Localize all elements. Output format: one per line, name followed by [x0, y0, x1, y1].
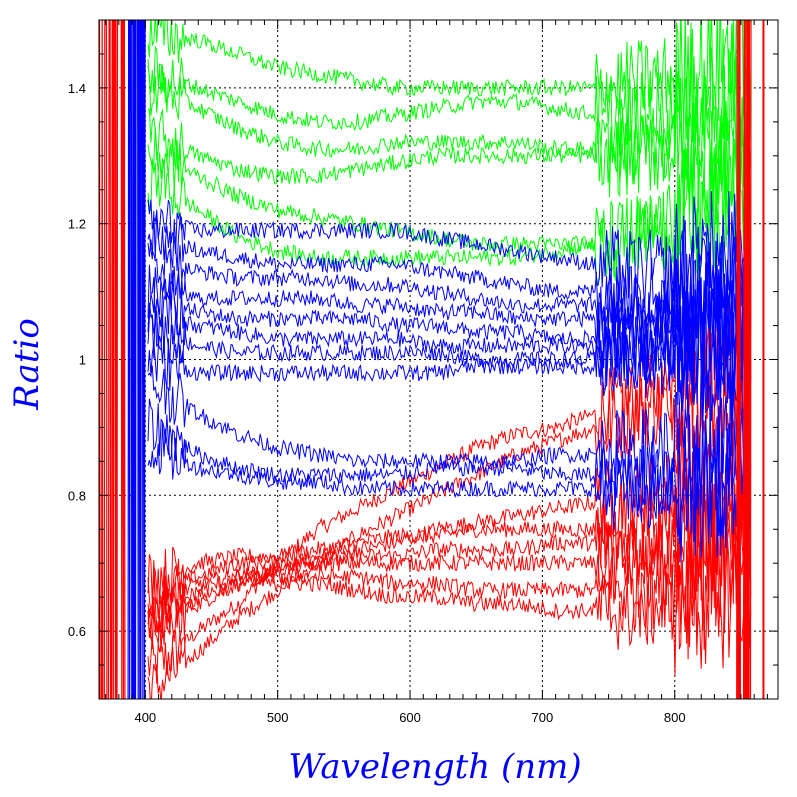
series-line-11	[147, 252, 752, 412]
x-tick-label: 800	[664, 710, 686, 725]
series-line-17	[147, 289, 752, 684]
series-line-13	[147, 277, 752, 422]
series-line-1	[147, 20, 752, 179]
series-line-6	[147, 186, 752, 340]
x-axis-title: Wavelength (nm)	[288, 747, 581, 787]
y-tick-label: 1.2	[68, 217, 86, 232]
series-line-7	[147, 209, 752, 361]
series-line-23	[147, 491, 752, 656]
series-line-14	[147, 365, 752, 510]
x-tick-label: 500	[267, 710, 289, 725]
axis-ticks	[99, 19, 778, 700]
x-tick-label: 400	[134, 710, 156, 725]
series-line-22	[147, 478, 752, 634]
x-tick-label: 700	[532, 710, 554, 725]
series-line-5	[147, 129, 752, 286]
y-axis-title: Ratio	[7, 318, 47, 411]
x-tick-label: 600	[399, 710, 421, 725]
series-line-8	[147, 220, 751, 379]
y-tick-label: 0.8	[68, 488, 86, 503]
axis-tick-labels: 400 500 600 700 800 0.6 0.8 1 1.2 1.4	[68, 81, 686, 725]
plot-area	[98, 19, 779, 700]
y-tick-label: 0.6	[68, 624, 86, 639]
series-line-2	[147, 51, 752, 215]
series-line-0	[147, 20, 751, 143]
series-line-3	[147, 56, 752, 213]
y-tick-label: 1	[79, 353, 86, 368]
edge-noise-band-2	[736, 20, 752, 699]
y-tick-label: 1.4	[68, 81, 86, 96]
series-line-10	[147, 247, 752, 404]
series-line-24	[147, 519, 752, 676]
series-line-16	[147, 403, 752, 563]
